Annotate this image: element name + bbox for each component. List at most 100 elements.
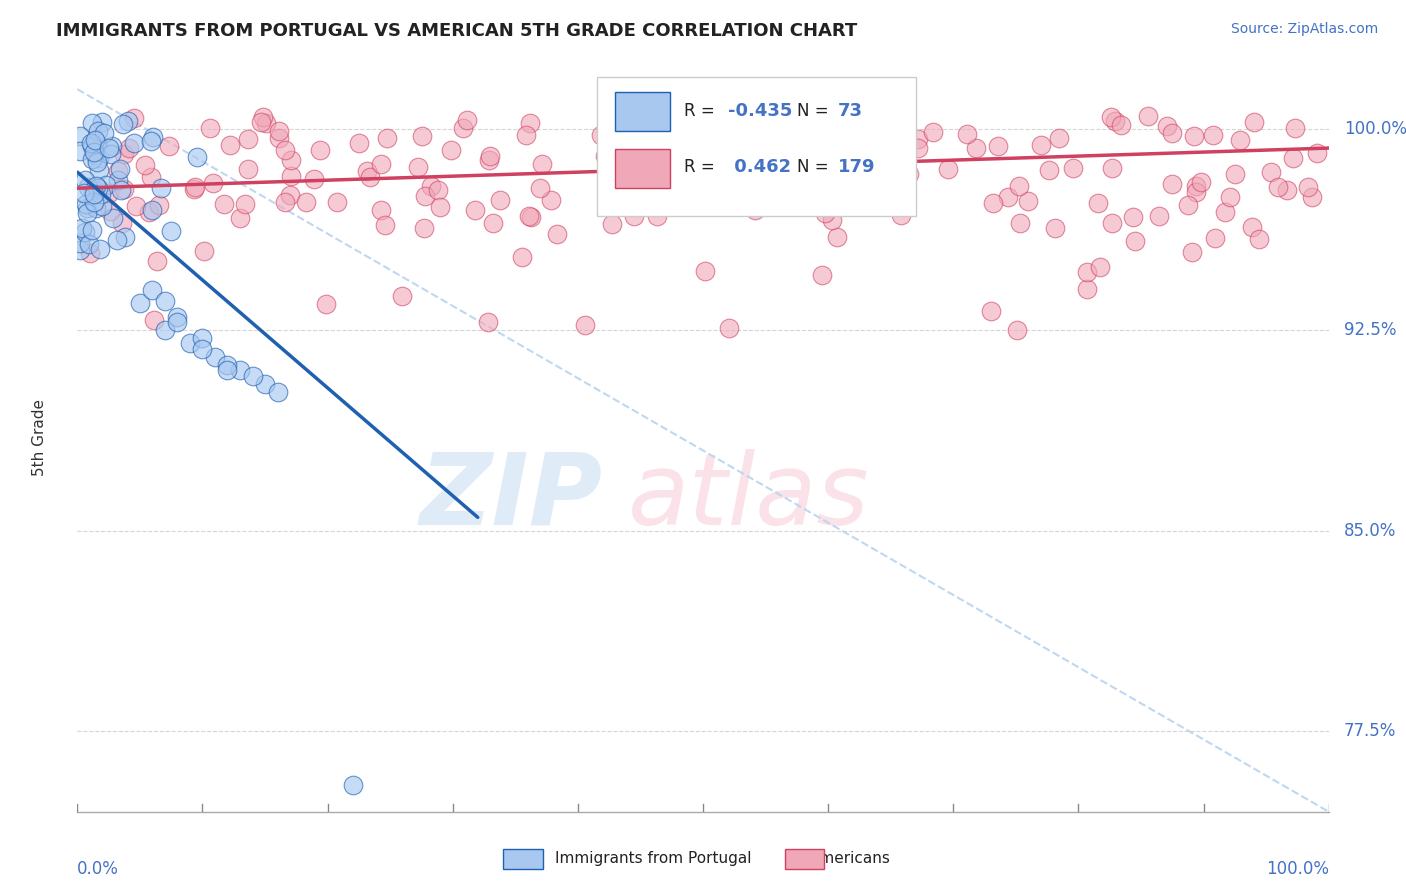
Point [510, 250, 533, 264]
Point [91, 199, 114, 213]
Point [107, 172, 129, 186]
Point [93, 126, 115, 140]
Text: 77.5%: 77.5% [1344, 723, 1396, 740]
Point [375, 130, 398, 145]
Point [981, 196, 1004, 211]
Point [785, 116, 807, 130]
Point [1076, 282, 1098, 296]
Point [1005, 323, 1028, 337]
Point [531, 157, 554, 171]
Point [515, 128, 537, 143]
Point [1156, 119, 1178, 133]
Point [347, 136, 370, 150]
Point [80, 153, 103, 167]
Point [110, 183, 132, 197]
Point [391, 289, 413, 303]
Point [100, 146, 122, 161]
Point [464, 203, 486, 218]
Point [1136, 109, 1159, 123]
Point [87, 152, 110, 166]
Point [1249, 232, 1271, 246]
Text: 0.0%: 0.0% [77, 860, 120, 878]
Text: 5th Grade: 5th Grade [32, 399, 48, 475]
Point [1062, 161, 1084, 175]
Point [105, 234, 128, 248]
Point [370, 157, 392, 171]
Point [427, 183, 450, 197]
Point [723, 120, 745, 135]
Point [94, 178, 117, 192]
Point [1229, 133, 1251, 147]
Point [1017, 194, 1039, 209]
Point [80, 138, 103, 153]
Point [638, 191, 661, 205]
Point [1043, 220, 1066, 235]
Point [122, 136, 145, 150]
Point [408, 160, 430, 174]
Point [1101, 161, 1123, 175]
Point [114, 230, 136, 244]
Point [1260, 165, 1282, 179]
Point [141, 283, 163, 297]
Point [419, 179, 441, 194]
Point [141, 169, 163, 184]
Point [907, 132, 929, 146]
Point [1161, 126, 1184, 140]
Text: -0.435: -0.435 [728, 103, 793, 120]
Point [793, 190, 815, 204]
Text: N =: N = [797, 103, 834, 120]
Point [1122, 211, 1144, 225]
Text: Immigrants from Portugal: Immigrants from Portugal [555, 851, 752, 865]
Point [141, 134, 163, 148]
Point [89, 187, 111, 202]
Point [456, 113, 478, 128]
Point [478, 149, 501, 163]
Point [769, 120, 792, 134]
Point [253, 376, 276, 391]
Point [266, 384, 288, 399]
Point [754, 128, 776, 142]
Point [735, 165, 758, 179]
Point [1090, 260, 1112, 274]
Point [529, 181, 551, 195]
Point [254, 116, 277, 130]
Point [872, 175, 894, 189]
Text: 179: 179 [838, 159, 876, 177]
Point [1184, 186, 1206, 200]
Point [250, 114, 273, 128]
Point [83, 186, 105, 201]
Point [853, 182, 876, 196]
Point [574, 318, 596, 332]
Point [1038, 163, 1060, 178]
Point [295, 194, 318, 209]
Point [108, 162, 131, 177]
Point [1219, 190, 1241, 204]
Point [77, 237, 100, 252]
Point [540, 193, 562, 207]
Point [519, 210, 541, 224]
Point [342, 778, 364, 792]
Point [814, 206, 837, 220]
Point [111, 216, 134, 230]
Point [374, 219, 396, 233]
Point [862, 161, 884, 175]
Point [86, 124, 108, 138]
Point [86, 154, 108, 169]
Point [997, 190, 1019, 204]
FancyBboxPatch shape [616, 93, 671, 131]
Point [280, 169, 302, 183]
Point [98, 203, 121, 218]
Text: Americans: Americans [810, 851, 891, 865]
Point [129, 296, 152, 310]
Point [87, 181, 110, 195]
Point [821, 213, 844, 227]
Point [1047, 131, 1070, 145]
Point [356, 164, 378, 178]
Point [429, 200, 451, 214]
Point [84, 148, 107, 162]
Point [77, 179, 100, 194]
Point [593, 149, 616, 163]
Point [134, 158, 156, 172]
Point [90, 115, 112, 129]
Point [229, 363, 252, 377]
